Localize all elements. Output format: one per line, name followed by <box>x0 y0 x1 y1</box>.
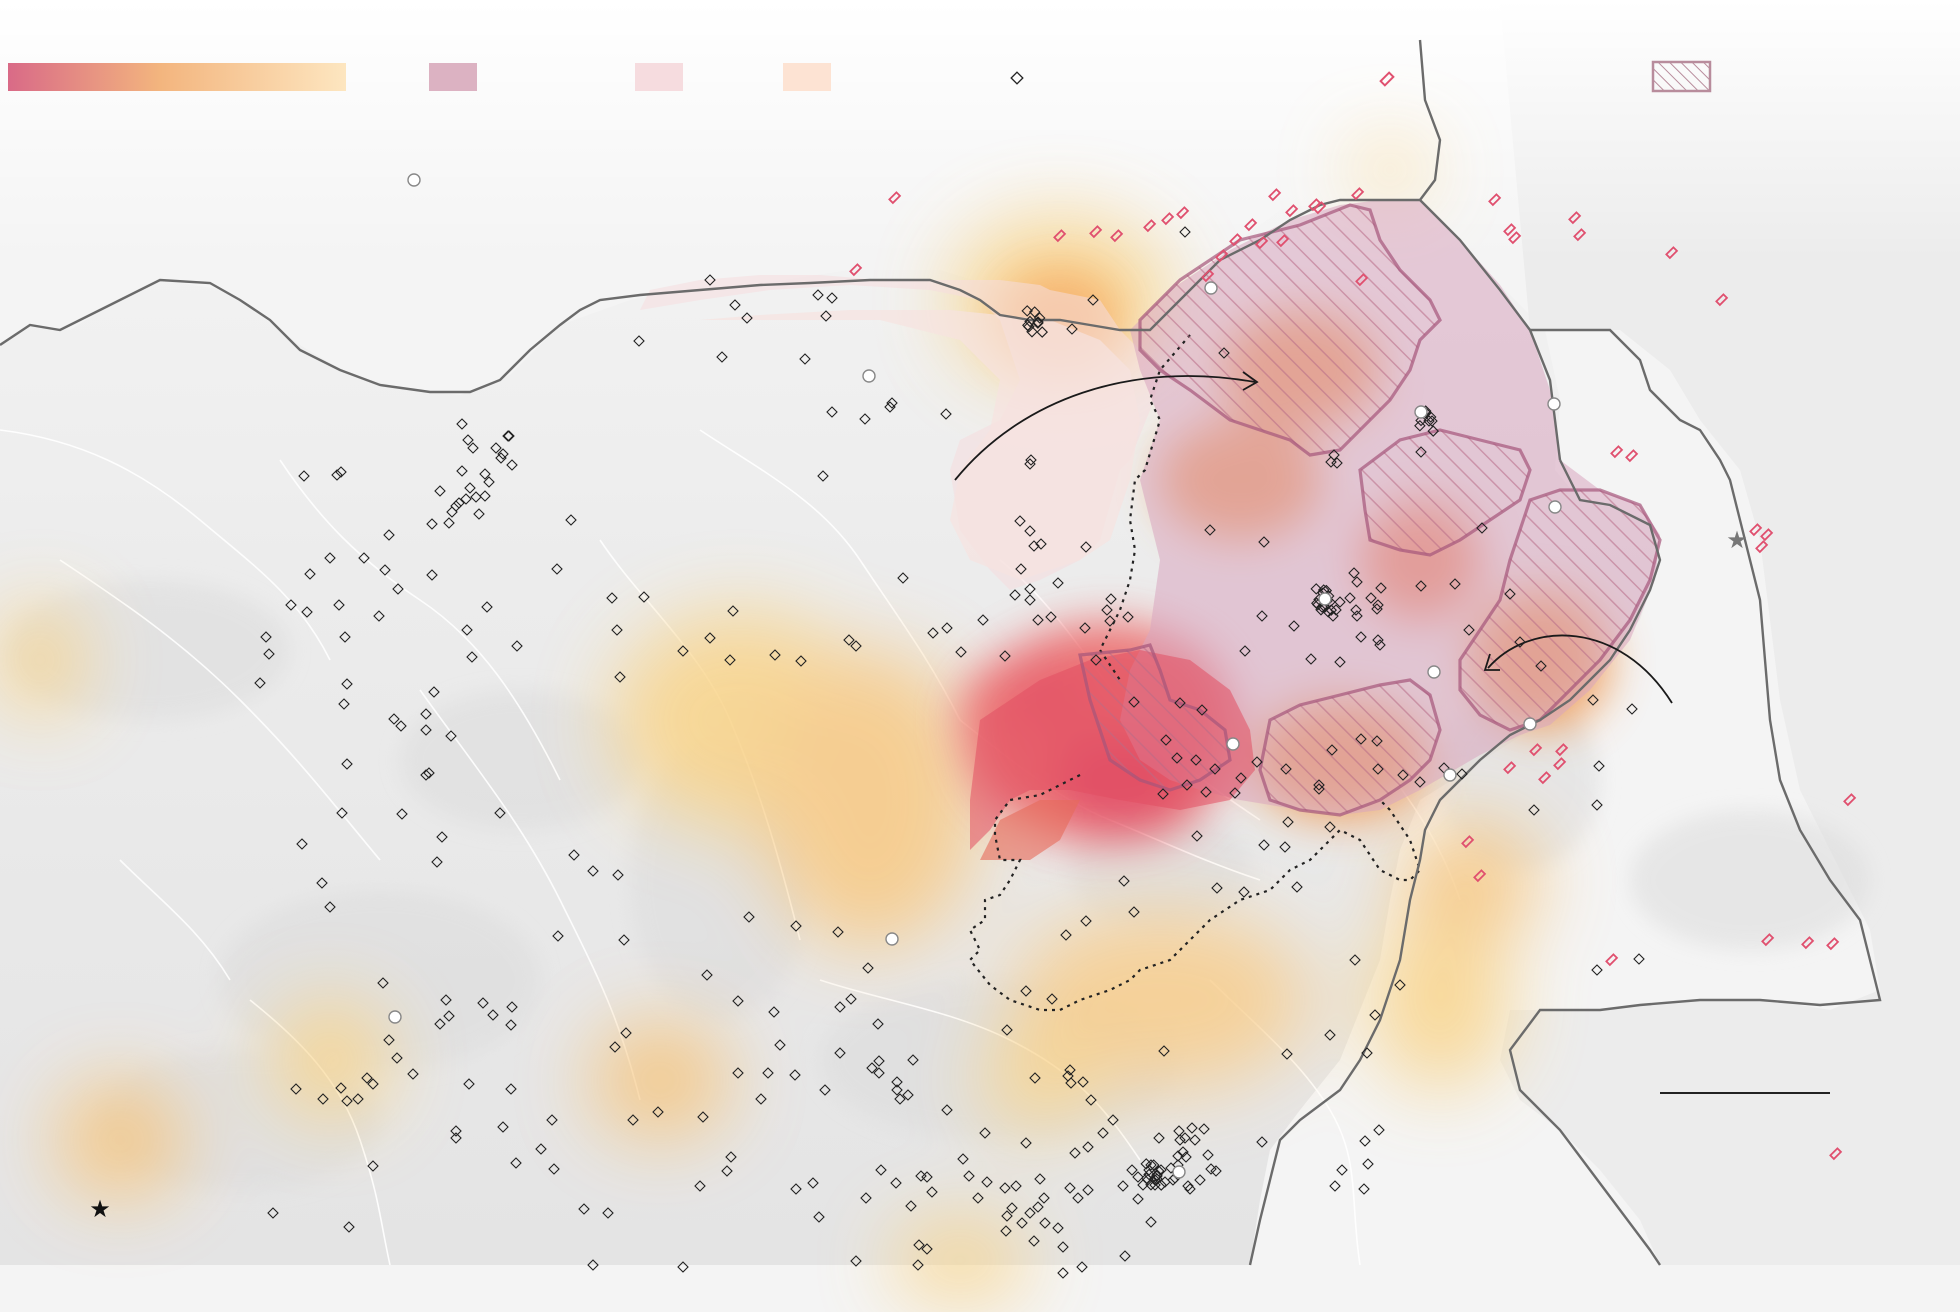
city-circle-icon <box>1204 281 1218 295</box>
dotted-boundary <box>968 334 1422 1012</box>
city-markers <box>388 173 1562 1179</box>
red-marker-icon <box>1473 869 1487 883</box>
city-circle-icon <box>1414 405 1428 419</box>
region-pale-pink <box>640 275 1160 590</box>
red-marker-icon <box>1665 246 1679 260</box>
star-icon-grey: ★ <box>1726 526 1748 554</box>
red-marker-icon <box>1351 187 1365 201</box>
red-markers <box>849 187 1857 1161</box>
movement-arrows <box>954 371 1673 704</box>
red-marker-icon <box>1755 540 1769 554</box>
red-marker-icon <box>1761 933 1775 947</box>
red-marker-icon <box>1605 953 1619 967</box>
red-marker-icon <box>1715 293 1729 307</box>
legend-red-marker-icon <box>1379 71 1395 87</box>
country-borders <box>0 39 1882 1266</box>
red-marker-icon <box>1503 223 1517 237</box>
city-circle-icon <box>1548 500 1562 514</box>
red-marker-icon <box>849 263 863 277</box>
city-circle-icon <box>1226 737 1240 751</box>
hatched-areas <box>1078 203 1662 817</box>
red-marker-icon <box>1749 523 1763 537</box>
legend-swatch-pale-peach <box>783 63 831 91</box>
red-marker-icon <box>1255 236 1269 250</box>
red-marker-icon <box>1215 249 1229 263</box>
city-circle-icon <box>388 1010 402 1024</box>
legend-swatch-mauve <box>429 63 477 91</box>
red-marker-icon <box>1573 228 1587 242</box>
red-marker-icon <box>1110 229 1124 243</box>
arrow-west <box>1487 634 1673 704</box>
legend-intensity-gradient <box>8 63 346 91</box>
red-marker-icon <box>1176 206 1190 220</box>
red-marker-icon <box>1313 201 1327 215</box>
legend-swatch-pale-pink <box>635 63 683 91</box>
red-marker-icon <box>1568 211 1582 225</box>
city-circle-icon <box>885 932 899 946</box>
legend <box>8 60 1712 93</box>
red-marker-icon <box>1053 229 1067 243</box>
red-marker-icon <box>1843 793 1857 807</box>
red-marker-icon <box>1760 528 1774 542</box>
red-marker-icon <box>1538 771 1552 785</box>
city-circle-icon <box>1427 665 1441 679</box>
red-marker-icon <box>1801 936 1815 950</box>
arrow-east <box>954 375 1256 481</box>
star-icon-black: ★ <box>89 1195 111 1223</box>
red-marker-icon <box>1161 212 1175 226</box>
red-marker-icon <box>1201 269 1215 283</box>
red-marker-icon <box>1625 449 1639 463</box>
city-circle-icon <box>1547 397 1561 411</box>
red-marker-icon <box>1089 225 1103 239</box>
red-marker-icon <box>1461 835 1475 849</box>
red-marker-icon <box>1829 1147 1843 1161</box>
red-marker-icon <box>1610 445 1624 459</box>
red-marker-icon <box>1285 204 1299 218</box>
red-marker-icon <box>888 191 902 205</box>
city-circle-icon <box>1172 1165 1186 1179</box>
red-marker-icon <box>1355 273 1369 287</box>
capital-markers: ★ ★ <box>89 526 1748 1223</box>
red-marker-icon <box>1268 188 1282 202</box>
city-circle-icon <box>862 369 876 383</box>
red-marker-icon <box>1826 937 1840 951</box>
red-marker-icon <box>1553 757 1567 771</box>
red-marker-icon <box>1488 193 1502 207</box>
legend-hatch-swatch <box>1651 60 1712 93</box>
red-marker-icon <box>1508 231 1522 245</box>
red-marker-icon <box>1229 233 1243 247</box>
city-circle-icon <box>407 173 421 187</box>
red-marker-icon <box>1555 743 1569 757</box>
red-marker-icon <box>1244 218 1258 232</box>
red-marker-icon <box>1276 234 1290 248</box>
city-circle-icon <box>1443 768 1457 782</box>
city-circle-icon <box>1523 717 1537 731</box>
red-marker-icon <box>1143 219 1157 233</box>
city-circle-icon <box>1318 592 1332 606</box>
red-marker-icon <box>1503 761 1517 775</box>
red-marker-icon <box>1529 743 1543 757</box>
